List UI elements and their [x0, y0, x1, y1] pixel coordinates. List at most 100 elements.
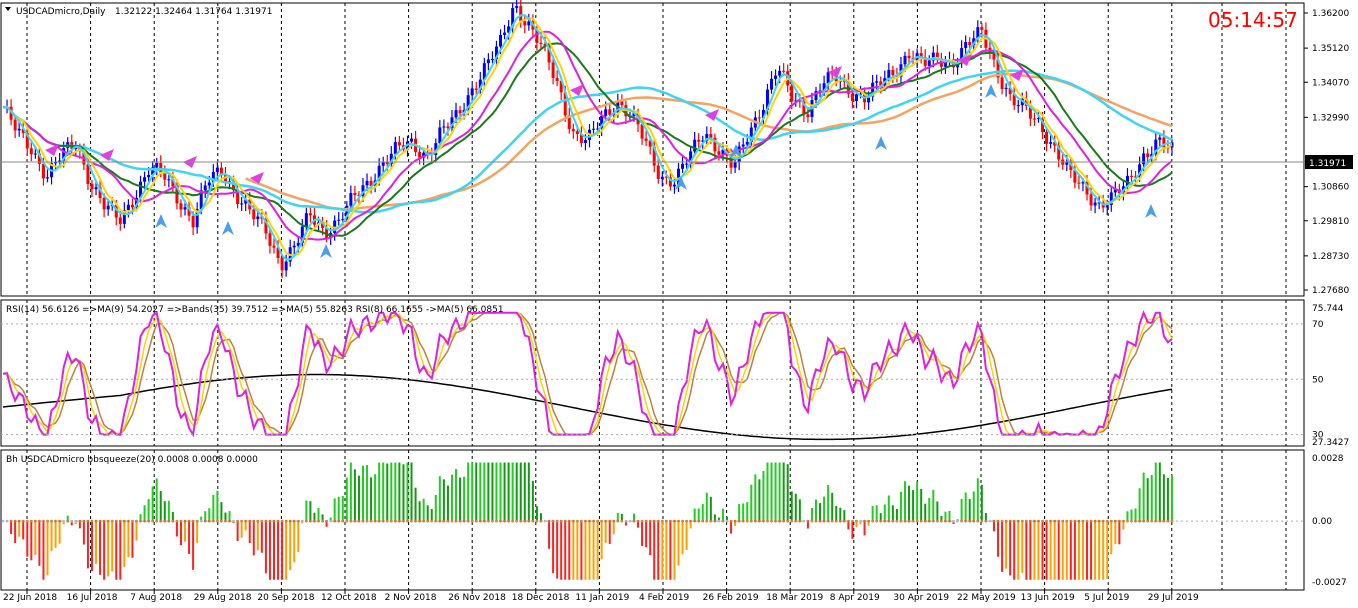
candle-body: [640, 124, 644, 139]
candle-body: [393, 142, 397, 154]
candle-body: [1073, 170, 1077, 183]
candle-body: [551, 62, 555, 78]
squeeze-dot: [571, 519, 575, 523]
candle-body: [122, 209, 126, 224]
candle-body: [782, 70, 786, 72]
candle-body: [854, 94, 858, 102]
candle-body: [879, 81, 883, 86]
squeeze-dot: [224, 519, 227, 523]
candle-body: [381, 161, 385, 166]
candle-body: [846, 80, 850, 94]
squeeze-dot: [628, 519, 632, 523]
squeeze-dot: [1122, 519, 1125, 523]
candle-body: [345, 205, 349, 220]
y-tick-label: 27.3427: [1312, 438, 1349, 448]
candle-body: [296, 242, 300, 246]
current-price-badge: [1305, 155, 1353, 169]
squeeze-dot: [794, 519, 798, 523]
candle-body: [891, 69, 895, 76]
squeeze-dot: [462, 519, 466, 523]
candle-body: [494, 46, 498, 60]
squeeze-dot: [62, 519, 66, 523]
candle-body: [434, 143, 438, 155]
candle-body: [470, 88, 474, 96]
candle-body: [539, 42, 543, 44]
candle-body: [1109, 192, 1113, 205]
candle-body: [608, 109, 612, 115]
candle-body: [1012, 94, 1016, 106]
squeeze-dot: [774, 519, 777, 523]
squeeze-dot: [822, 519, 826, 523]
squeeze-dot: [1037, 519, 1040, 523]
candle-body: [240, 203, 244, 205]
candle-body: [86, 164, 90, 184]
candle-body: [689, 151, 693, 164]
candle-body: [960, 48, 964, 64]
y-tick-label: 1.29810: [1312, 217, 1349, 227]
squeeze-dot: [1049, 519, 1053, 523]
candle-body: [236, 190, 240, 205]
squeeze-dot: [782, 519, 786, 523]
candle-body: [58, 160, 62, 163]
candle-body: [685, 163, 689, 165]
squeeze-dot: [802, 519, 806, 523]
candle-body: [555, 77, 559, 82]
candle-body: [713, 137, 717, 152]
candle-body: [1024, 98, 1028, 106]
squeeze-dot: [863, 519, 866, 523]
candle-body: [523, 21, 527, 26]
squeeze-dot: [147, 519, 151, 523]
squeeze-dot: [183, 519, 187, 523]
squeeze-dot: [859, 519, 862, 523]
squeeze-dot: [907, 519, 911, 523]
candle-body: [74, 147, 78, 149]
squeeze-dot: [58, 519, 62, 523]
squeeze-dot: [357, 519, 361, 523]
candle-body: [1065, 161, 1069, 165]
chart-dropdown-icon[interactable]: [5, 7, 11, 11]
sell-arrow-icon: [1010, 69, 1024, 81]
candle-body: [1049, 142, 1053, 144]
squeeze-dot: [434, 519, 438, 523]
candle-body: [668, 177, 672, 187]
squeeze-dot: [1069, 519, 1073, 523]
candle-body: [1041, 118, 1045, 133]
candle-body: [1053, 142, 1057, 146]
candle-body: [195, 209, 199, 228]
candle-body: [203, 185, 207, 191]
squeeze-dot: [33, 519, 37, 523]
candle-body: [717, 151, 721, 155]
rsi-bands-black: [2, 373, 1173, 441]
candle-body: [232, 181, 236, 191]
squeeze-dot: [964, 519, 968, 523]
squeeze-dot: [337, 519, 341, 523]
candle-body: [931, 52, 935, 61]
candle-body: [620, 101, 624, 106]
candle-body: [389, 153, 393, 164]
x-tick-label: 11 Jan 2019: [575, 593, 629, 603]
candle-body: [41, 163, 45, 179]
candle-body: [478, 79, 482, 90]
candle-body: [757, 117, 761, 119]
candle-body: [871, 82, 875, 97]
candle-body: [519, 6, 523, 22]
squeeze-dot: [21, 519, 25, 523]
candle-body: [632, 112, 636, 117]
squeeze-dot: [608, 519, 612, 523]
candle-body: [9, 106, 13, 120]
candle-body: [29, 148, 33, 155]
squeeze-dot: [159, 519, 163, 523]
candle-body: [361, 185, 365, 197]
candle-body: [1036, 118, 1040, 120]
squeeze-dot: [523, 519, 527, 523]
y-tick-label: -0.0027: [1312, 578, 1347, 588]
squeeze-dot: [798, 519, 802, 523]
candle-body: [1158, 137, 1162, 140]
squeeze-dot: [139, 519, 142, 523]
symbol-label: USDCADmicro,Daily: [16, 7, 106, 17]
x-tick-label: 7 Aug 2018: [130, 593, 182, 603]
squeeze-dot: [527, 519, 531, 523]
candle-body: [733, 162, 737, 168]
candle-body: [705, 134, 709, 141]
